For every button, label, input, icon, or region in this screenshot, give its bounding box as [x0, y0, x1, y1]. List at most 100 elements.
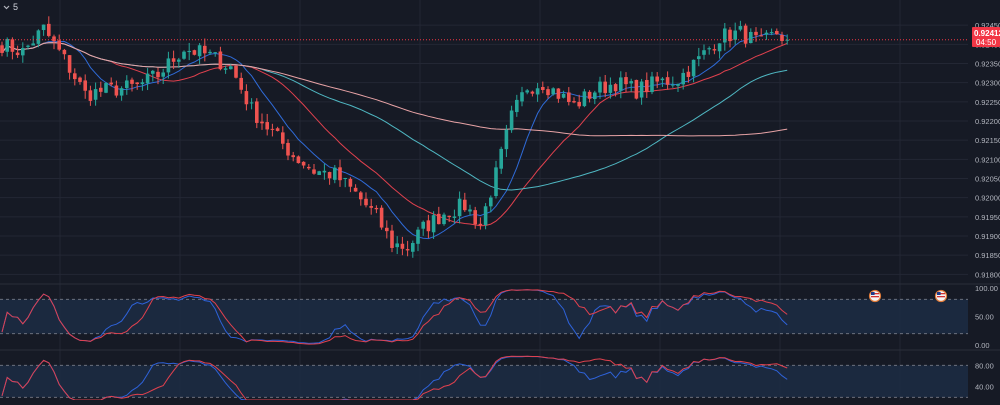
candle[interactable]	[395, 236, 399, 255]
candle[interactable]	[697, 47, 701, 67]
candle[interactable]	[468, 204, 472, 216]
candle[interactable]	[645, 72, 649, 98]
candle[interactable]	[457, 191, 462, 224]
candle[interactable]	[333, 164, 337, 184]
candle[interactable]	[749, 28, 753, 44]
candle[interactable]	[281, 126, 285, 150]
economic-event-markers[interactable]	[868, 289, 948, 303]
candle[interactable]	[712, 44, 717, 55]
candle[interactable]	[374, 205, 379, 214]
candle[interactable]	[551, 87, 555, 96]
candle[interactable]	[561, 90, 566, 99]
candle[interactable]	[353, 184, 358, 192]
candle[interactable]	[192, 49, 197, 56]
candle[interactable]	[244, 84, 249, 111]
candle[interactable]	[62, 48, 67, 60]
candle[interactable]	[21, 42, 25, 63]
candle[interactable]	[463, 192, 467, 212]
oscillator-pane-1[interactable]	[0, 289, 968, 345]
candle[interactable]	[707, 46, 711, 55]
candle[interactable]	[239, 72, 243, 94]
candle[interactable]	[504, 124, 509, 158]
oscillator-pane-2[interactable]	[0, 355, 968, 401]
candle[interactable]	[359, 190, 363, 206]
candle[interactable]	[78, 76, 82, 85]
candle[interactable]	[442, 212, 446, 226]
candle[interactable]	[218, 46, 223, 71]
candle[interactable]	[717, 43, 722, 59]
candle[interactable]	[671, 76, 675, 88]
candle[interactable]	[629, 78, 633, 92]
candle[interactable]	[265, 113, 269, 136]
candle[interactable]	[73, 68, 77, 86]
candle[interactable]	[182, 50, 186, 60]
candle[interactable]	[390, 224, 394, 253]
candle[interactable]	[785, 34, 789, 45]
candle[interactable]	[249, 98, 254, 110]
candle[interactable]	[655, 72, 659, 89]
candle[interactable]	[489, 195, 493, 213]
candle[interactable]	[421, 220, 425, 236]
candle[interactable]	[47, 16, 51, 38]
candle[interactable]	[769, 28, 774, 36]
candle[interactable]	[119, 86, 124, 101]
candle[interactable]	[665, 71, 670, 90]
candle[interactable]	[676, 83, 680, 93]
candle[interactable]	[343, 177, 347, 188]
candle[interactable]	[260, 113, 264, 130]
candle[interactable]	[483, 203, 488, 230]
price-axis[interactable]: 0.924500.924000.923500.923000.922500.922…	[975, 21, 1000, 392]
candle[interactable]	[728, 27, 732, 48]
candle[interactable]	[275, 126, 280, 132]
candle[interactable]	[431, 211, 436, 239]
candle[interactable]	[125, 75, 129, 95]
candle[interactable]	[322, 163, 327, 180]
candle[interactable]	[135, 82, 139, 90]
candle[interactable]	[52, 34, 56, 50]
candle[interactable]	[723, 22, 727, 51]
candle[interactable]	[775, 28, 779, 35]
candle[interactable]	[509, 105, 514, 133]
candle[interactable]	[515, 94, 519, 117]
candle[interactable]	[88, 85, 93, 106]
candle[interactable]	[140, 78, 145, 91]
candle[interactable]	[764, 30, 769, 40]
candle[interactable]	[67, 54, 72, 80]
candle[interactable]	[530, 90, 535, 97]
candle[interactable]	[416, 226, 420, 252]
candle[interactable]	[681, 68, 685, 90]
candle[interactable]	[223, 65, 228, 74]
candle[interactable]	[660, 77, 665, 87]
candle[interactable]	[109, 77, 113, 87]
candle[interactable]	[93, 82, 98, 106]
candle[interactable]	[608, 77, 613, 99]
candle[interactable]	[177, 57, 181, 68]
candle[interactable]	[203, 38, 207, 62]
candle[interactable]	[743, 23, 748, 48]
candle[interactable]	[161, 68, 165, 85]
candle[interactable]	[26, 44, 30, 50]
candle[interactable]	[104, 82, 108, 94]
candle[interactable]	[556, 88, 561, 103]
candle[interactable]	[171, 50, 176, 70]
candle[interactable]	[57, 34, 61, 52]
candle[interactable]	[411, 240, 415, 258]
candle[interactable]	[229, 64, 233, 70]
candle[interactable]	[567, 87, 571, 106]
candle[interactable]	[593, 90, 597, 105]
candle[interactable]	[738, 20, 743, 32]
candle[interactable]	[31, 35, 35, 46]
candle[interactable]	[598, 76, 602, 99]
candle[interactable]	[10, 37, 15, 60]
candle[interactable]	[603, 75, 607, 98]
candle[interactable]	[759, 28, 763, 37]
candle[interactable]	[156, 67, 160, 85]
candle[interactable]	[499, 146, 503, 174]
candle[interactable]	[145, 68, 150, 91]
candle[interactable]	[15, 45, 20, 58]
candle[interactable]	[478, 217, 483, 230]
candle[interactable]	[385, 220, 389, 239]
candle[interactable]	[197, 43, 202, 65]
candle[interactable]	[348, 177, 353, 193]
candle[interactable]	[494, 160, 498, 199]
